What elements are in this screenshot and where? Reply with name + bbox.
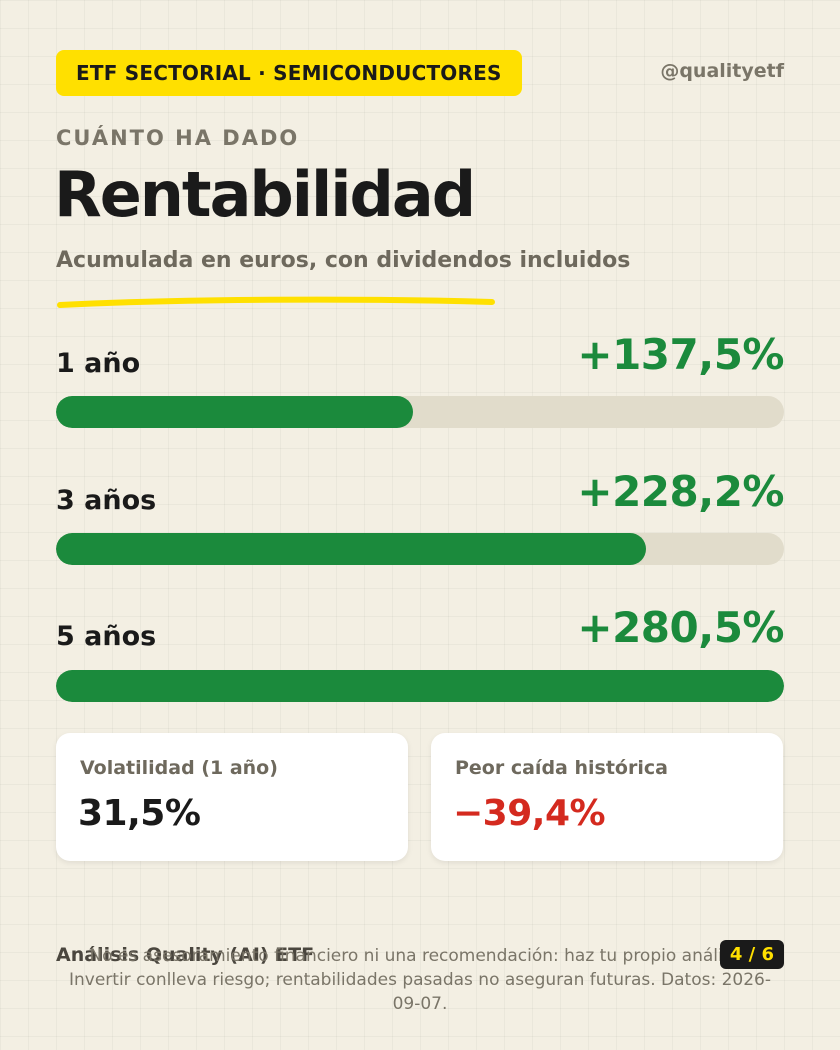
return-label-5y: 5 años (56, 621, 157, 652)
return-value-1y: +137,5% (577, 330, 784, 379)
page-title: Rentabilidad (54, 158, 476, 231)
highlight-underline (57, 296, 495, 308)
max-drawdown-label: Peor caída histórica (455, 757, 668, 779)
volatility-card: Volatilidad (1 año) 31,5% (56, 733, 408, 861)
return-bar-fill-3y (56, 533, 646, 565)
page-indicator: 4 / 6 (719, 940, 784, 969)
volatility-value: 31,5% (78, 793, 201, 834)
return-value-5y: +280,5% (577, 603, 784, 652)
account-handle: @qualityetf (660, 60, 784, 82)
max-drawdown-card: Peor caída histórica −39,4% (431, 733, 783, 861)
footer-brand: Análisis Quality (AI) ETF (56, 944, 315, 966)
return-value-3y: +228,2% (577, 467, 784, 516)
page-subtitle: Acumulada en euros, con dividendos inclu… (56, 248, 631, 273)
return-label-3y: 3 años (56, 485, 157, 516)
volatility-label: Volatilidad (1 año) (80, 757, 278, 779)
return-bar-5y (56, 670, 784, 702)
return-bar-fill-5y (56, 670, 784, 702)
eyebrow-text: CUÁNTO HA DADO (56, 126, 300, 150)
max-drawdown-value: −39,4% (453, 793, 606, 834)
return-bar-fill-1y (56, 396, 413, 428)
return-label-1y: 1 año (56, 348, 141, 379)
disclaimer-text: No es asesoramiento financiero ni una re… (69, 946, 771, 1014)
return-bar-3y (56, 533, 784, 565)
sector-tag: ETF SECTORIAL · SEMICONDUCTORES (56, 50, 522, 96)
return-bar-1y (56, 396, 784, 428)
